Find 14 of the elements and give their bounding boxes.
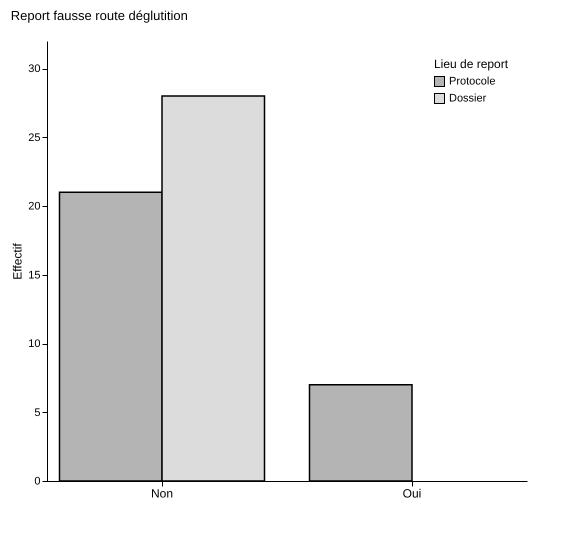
legend-label: Dossier bbox=[449, 92, 487, 104]
legend-title: Lieu de report bbox=[434, 57, 509, 71]
y-tick-label: 25 bbox=[28, 132, 40, 144]
y-tick-label: 15 bbox=[28, 269, 40, 282]
y-tick-label: 0 bbox=[34, 476, 40, 488]
legend-label: Protocole bbox=[449, 76, 496, 88]
x-tick-label: Oui bbox=[402, 486, 422, 500]
y-tick-label: 5 bbox=[34, 406, 40, 419]
chart-title: Report fausse route déglutition bbox=[10, 8, 188, 23]
y-tick-label: 20 bbox=[28, 200, 40, 212]
y-axis-title: Effectif bbox=[10, 242, 24, 280]
x-tick-label: Non bbox=[150, 486, 174, 500]
y-tick-label: 30 bbox=[28, 63, 40, 75]
y-tick-label: 10 bbox=[28, 338, 40, 350]
